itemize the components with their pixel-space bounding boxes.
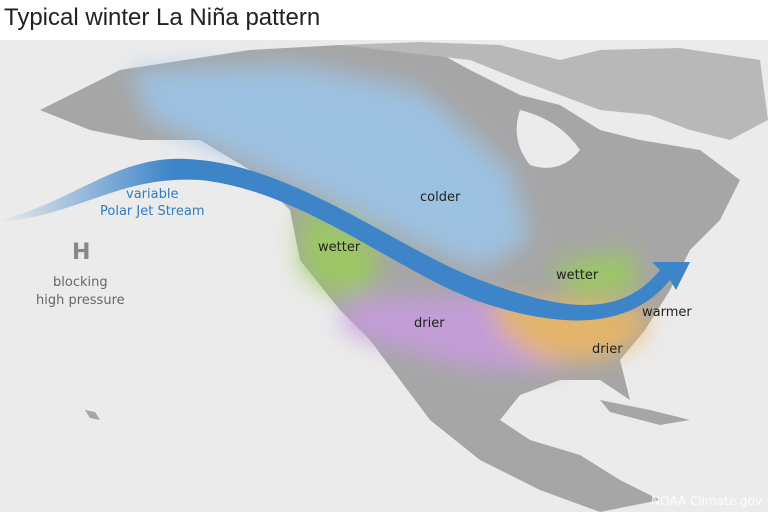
high-pressure-line1: blocking: [53, 275, 108, 290]
label-wetter-west: wetter: [318, 240, 361, 255]
jet-stream-line1: variable: [126, 187, 179, 202]
high-pressure-symbol: H: [72, 240, 91, 265]
credit: NOAA Climate.gov: [651, 494, 762, 508]
zone-wetter-east: [550, 250, 640, 300]
label-drier-southeast: drier: [592, 342, 623, 357]
polar-jet-stream-arrow: [0, 158, 690, 321]
jet-stream-line2: Polar Jet Stream: [100, 204, 205, 219]
high-pressure-label: blocking high pressure: [36, 274, 125, 310]
jet-stream-label: variable Polar Jet Stream: [100, 186, 204, 220]
north-america-map: [0, 40, 768, 512]
label-wetter-east: wetter: [556, 268, 599, 283]
high-pressure-line2: high pressure: [36, 293, 125, 308]
land: [40, 42, 768, 512]
zone-colder: [130, 65, 530, 270]
label-colder: colder: [420, 190, 461, 205]
map-title: Typical winter La Niña pattern: [4, 4, 321, 31]
label-warmer: warmer: [642, 305, 692, 320]
label-drier-west: drier: [414, 316, 445, 331]
